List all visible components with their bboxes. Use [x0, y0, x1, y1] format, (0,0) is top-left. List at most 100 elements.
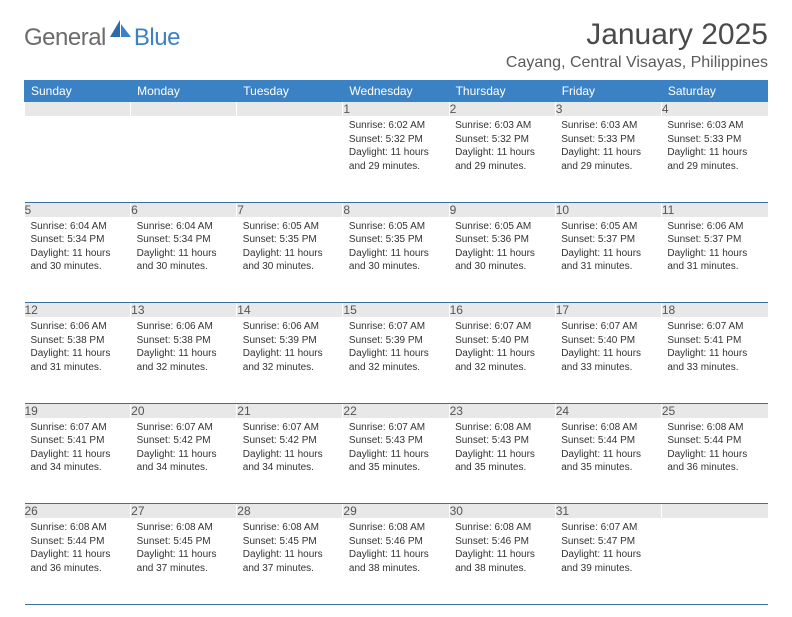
sunset-text: Sunset: 5:43 PM	[349, 434, 443, 448]
sunset-text: Sunset: 5:36 PM	[455, 233, 549, 247]
sunset-text: Sunset: 5:35 PM	[349, 233, 443, 247]
day-cell: Sunrise: 6:07 AMSunset: 5:39 PMDaylight:…	[343, 317, 449, 403]
day-cell	[25, 116, 131, 202]
sunrise-text: Sunrise: 6:03 AM	[455, 119, 549, 133]
daylight-text: and 31 minutes.	[31, 361, 125, 375]
daylight-text: and 37 minutes.	[137, 562, 231, 576]
day-cell: Sunrise: 6:03 AMSunset: 5:33 PMDaylight:…	[661, 116, 767, 202]
day-cell: Sunrise: 6:05 AMSunset: 5:35 PMDaylight:…	[237, 217, 343, 303]
sunrise-text: Sunrise: 6:07 AM	[31, 421, 125, 435]
day-number: 28	[237, 504, 343, 519]
sunset-text: Sunset: 5:46 PM	[455, 535, 549, 549]
day-number: 18	[661, 303, 767, 318]
sunset-text: Sunset: 5:33 PM	[561, 133, 655, 147]
day-number: 6	[131, 202, 237, 217]
sunrise-text: Sunrise: 6:08 AM	[561, 421, 655, 435]
daylight-text: Daylight: 11 hours	[31, 347, 125, 361]
title-block: January 2025 Cayang, Central Visayas, Ph…	[506, 18, 768, 72]
sunset-text: Sunset: 5:41 PM	[667, 334, 761, 348]
day-cell: Sunrise: 6:07 AMSunset: 5:42 PMDaylight:…	[237, 418, 343, 504]
daylight-text: and 29 minutes.	[349, 160, 443, 174]
sunrise-text: Sunrise: 6:05 AM	[561, 220, 655, 234]
daylight-text: Daylight: 11 hours	[455, 347, 549, 361]
weekday-header: Wednesday	[343, 80, 449, 102]
sunrise-text: Sunrise: 6:04 AM	[137, 220, 231, 234]
sunset-text: Sunset: 5:44 PM	[31, 535, 125, 549]
daylight-text: Daylight: 11 hours	[455, 247, 549, 261]
day-number: 11	[661, 202, 767, 217]
day-number: 31	[555, 504, 661, 519]
day-cell: Sunrise: 6:05 AMSunset: 5:36 PMDaylight:…	[449, 217, 555, 303]
day-cell: Sunrise: 6:08 AMSunset: 5:43 PMDaylight:…	[449, 418, 555, 504]
daylight-text: Daylight: 11 hours	[667, 146, 761, 160]
daylight-text: Daylight: 11 hours	[561, 247, 655, 261]
daylight-text: and 37 minutes.	[243, 562, 337, 576]
daylight-text: Daylight: 11 hours	[349, 448, 443, 462]
sunrise-text: Sunrise: 6:07 AM	[455, 320, 549, 334]
daylight-text: Daylight: 11 hours	[349, 548, 443, 562]
sunrise-text: Sunrise: 6:08 AM	[243, 521, 337, 535]
daylight-text: and 32 minutes.	[137, 361, 231, 375]
daylight-text: and 32 minutes.	[243, 361, 337, 375]
day-cell: Sunrise: 6:06 AMSunset: 5:38 PMDaylight:…	[131, 317, 237, 403]
brand-logo: General Blue	[24, 24, 180, 52]
sunrise-text: Sunrise: 6:03 AM	[561, 119, 655, 133]
day-cell: Sunrise: 6:08 AMSunset: 5:45 PMDaylight:…	[131, 518, 237, 604]
sunset-text: Sunset: 5:45 PM	[137, 535, 231, 549]
day-cell: Sunrise: 6:07 AMSunset: 5:43 PMDaylight:…	[343, 418, 449, 504]
day-number: 24	[555, 403, 661, 418]
sunset-text: Sunset: 5:34 PM	[137, 233, 231, 247]
logo-text-general: General	[24, 24, 106, 52]
sunset-text: Sunset: 5:43 PM	[455, 434, 549, 448]
day-number: 1	[343, 102, 449, 116]
sunrise-text: Sunrise: 6:02 AM	[349, 119, 443, 133]
sunrise-text: Sunrise: 6:03 AM	[667, 119, 761, 133]
day-number: 5	[25, 202, 131, 217]
day-cell: Sunrise: 6:03 AMSunset: 5:33 PMDaylight:…	[555, 116, 661, 202]
sunrise-text: Sunrise: 6:04 AM	[31, 220, 125, 234]
day-cell: Sunrise: 6:08 AMSunset: 5:44 PMDaylight:…	[661, 418, 767, 504]
daylight-text: Daylight: 11 hours	[455, 146, 549, 160]
daylight-text: Daylight: 11 hours	[349, 247, 443, 261]
daylight-text: Daylight: 11 hours	[349, 347, 443, 361]
daylight-text: and 34 minutes.	[243, 461, 337, 475]
sunset-text: Sunset: 5:37 PM	[561, 233, 655, 247]
day-cell: Sunrise: 6:07 AMSunset: 5:40 PMDaylight:…	[449, 317, 555, 403]
weekday-header: Sunday	[25, 80, 131, 102]
daylight-text: and 30 minutes.	[31, 260, 125, 274]
daylight-text: and 33 minutes.	[667, 361, 761, 375]
daylight-text: and 29 minutes.	[455, 160, 549, 174]
day-cell: Sunrise: 6:06 AMSunset: 5:37 PMDaylight:…	[661, 217, 767, 303]
daylight-text: Daylight: 11 hours	[455, 548, 549, 562]
sunset-text: Sunset: 5:44 PM	[667, 434, 761, 448]
day-cell: Sunrise: 6:07 AMSunset: 5:41 PMDaylight:…	[661, 317, 767, 403]
daylight-text: Daylight: 11 hours	[561, 146, 655, 160]
daylight-text: Daylight: 11 hours	[561, 548, 655, 562]
day-number	[131, 102, 237, 116]
daylight-text: and 34 minutes.	[137, 461, 231, 475]
sunset-text: Sunset: 5:34 PM	[31, 233, 125, 247]
day-cell	[237, 116, 343, 202]
daylight-text: Daylight: 11 hours	[31, 448, 125, 462]
daylight-text: and 30 minutes.	[349, 260, 443, 274]
sunset-text: Sunset: 5:32 PM	[455, 133, 549, 147]
sunset-text: Sunset: 5:38 PM	[31, 334, 125, 348]
daylight-text: and 35 minutes.	[561, 461, 655, 475]
day-cell: Sunrise: 6:06 AMSunset: 5:38 PMDaylight:…	[25, 317, 131, 403]
daylight-text: and 38 minutes.	[349, 562, 443, 576]
sunset-text: Sunset: 5:32 PM	[349, 133, 443, 147]
sunrise-text: Sunrise: 6:07 AM	[243, 421, 337, 435]
sunrise-text: Sunrise: 6:08 AM	[455, 521, 549, 535]
sunrise-text: Sunrise: 6:05 AM	[455, 220, 549, 234]
day-number: 22	[343, 403, 449, 418]
sunset-text: Sunset: 5:35 PM	[243, 233, 337, 247]
daylight-text: and 32 minutes.	[455, 361, 549, 375]
day-cell: Sunrise: 6:08 AMSunset: 5:44 PMDaylight:…	[555, 418, 661, 504]
sunrise-text: Sunrise: 6:08 AM	[667, 421, 761, 435]
sunset-text: Sunset: 5:42 PM	[243, 434, 337, 448]
daylight-text: Daylight: 11 hours	[243, 448, 337, 462]
day-cell: Sunrise: 6:08 AMSunset: 5:46 PMDaylight:…	[343, 518, 449, 604]
daylight-text: and 30 minutes.	[243, 260, 337, 274]
day-number	[25, 102, 131, 116]
sunrise-text: Sunrise: 6:08 AM	[349, 521, 443, 535]
